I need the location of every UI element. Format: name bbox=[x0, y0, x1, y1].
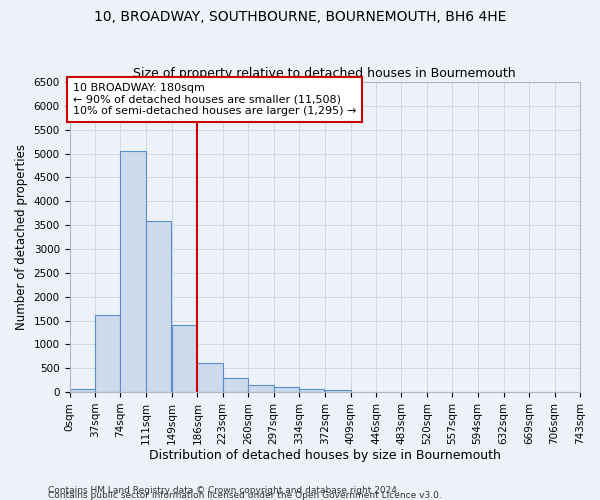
X-axis label: Distribution of detached houses by size in Bournemouth: Distribution of detached houses by size … bbox=[149, 450, 501, 462]
Bar bbox=[274, 387, 299, 392]
Bar bbox=[248, 385, 274, 392]
Y-axis label: Number of detached properties: Number of detached properties bbox=[15, 144, 28, 330]
Bar bbox=[146, 222, 171, 392]
Title: Size of property relative to detached houses in Bournemouth: Size of property relative to detached ho… bbox=[133, 66, 516, 80]
Text: 10 BROADWAY: 180sqm
← 90% of detached houses are smaller (11,508)
10% of semi-de: 10 BROADWAY: 180sqm ← 90% of detached ho… bbox=[73, 83, 356, 116]
Bar bbox=[172, 325, 197, 392]
Text: Contains public sector information licensed under the Open Government Licence v3: Contains public sector information licen… bbox=[48, 491, 442, 500]
Text: Contains HM Land Registry data © Crown copyright and database right 2024.: Contains HM Land Registry data © Crown c… bbox=[48, 486, 400, 495]
Text: 10, BROADWAY, SOUTHBOURNE, BOURNEMOUTH, BH6 4HE: 10, BROADWAY, SOUTHBOURNE, BOURNEMOUTH, … bbox=[94, 10, 506, 24]
Bar bbox=[70, 389, 95, 392]
Bar bbox=[299, 388, 325, 392]
Bar bbox=[95, 315, 121, 392]
Bar bbox=[197, 362, 223, 392]
Bar bbox=[325, 390, 350, 392]
Bar bbox=[121, 150, 146, 392]
Bar bbox=[223, 378, 248, 392]
